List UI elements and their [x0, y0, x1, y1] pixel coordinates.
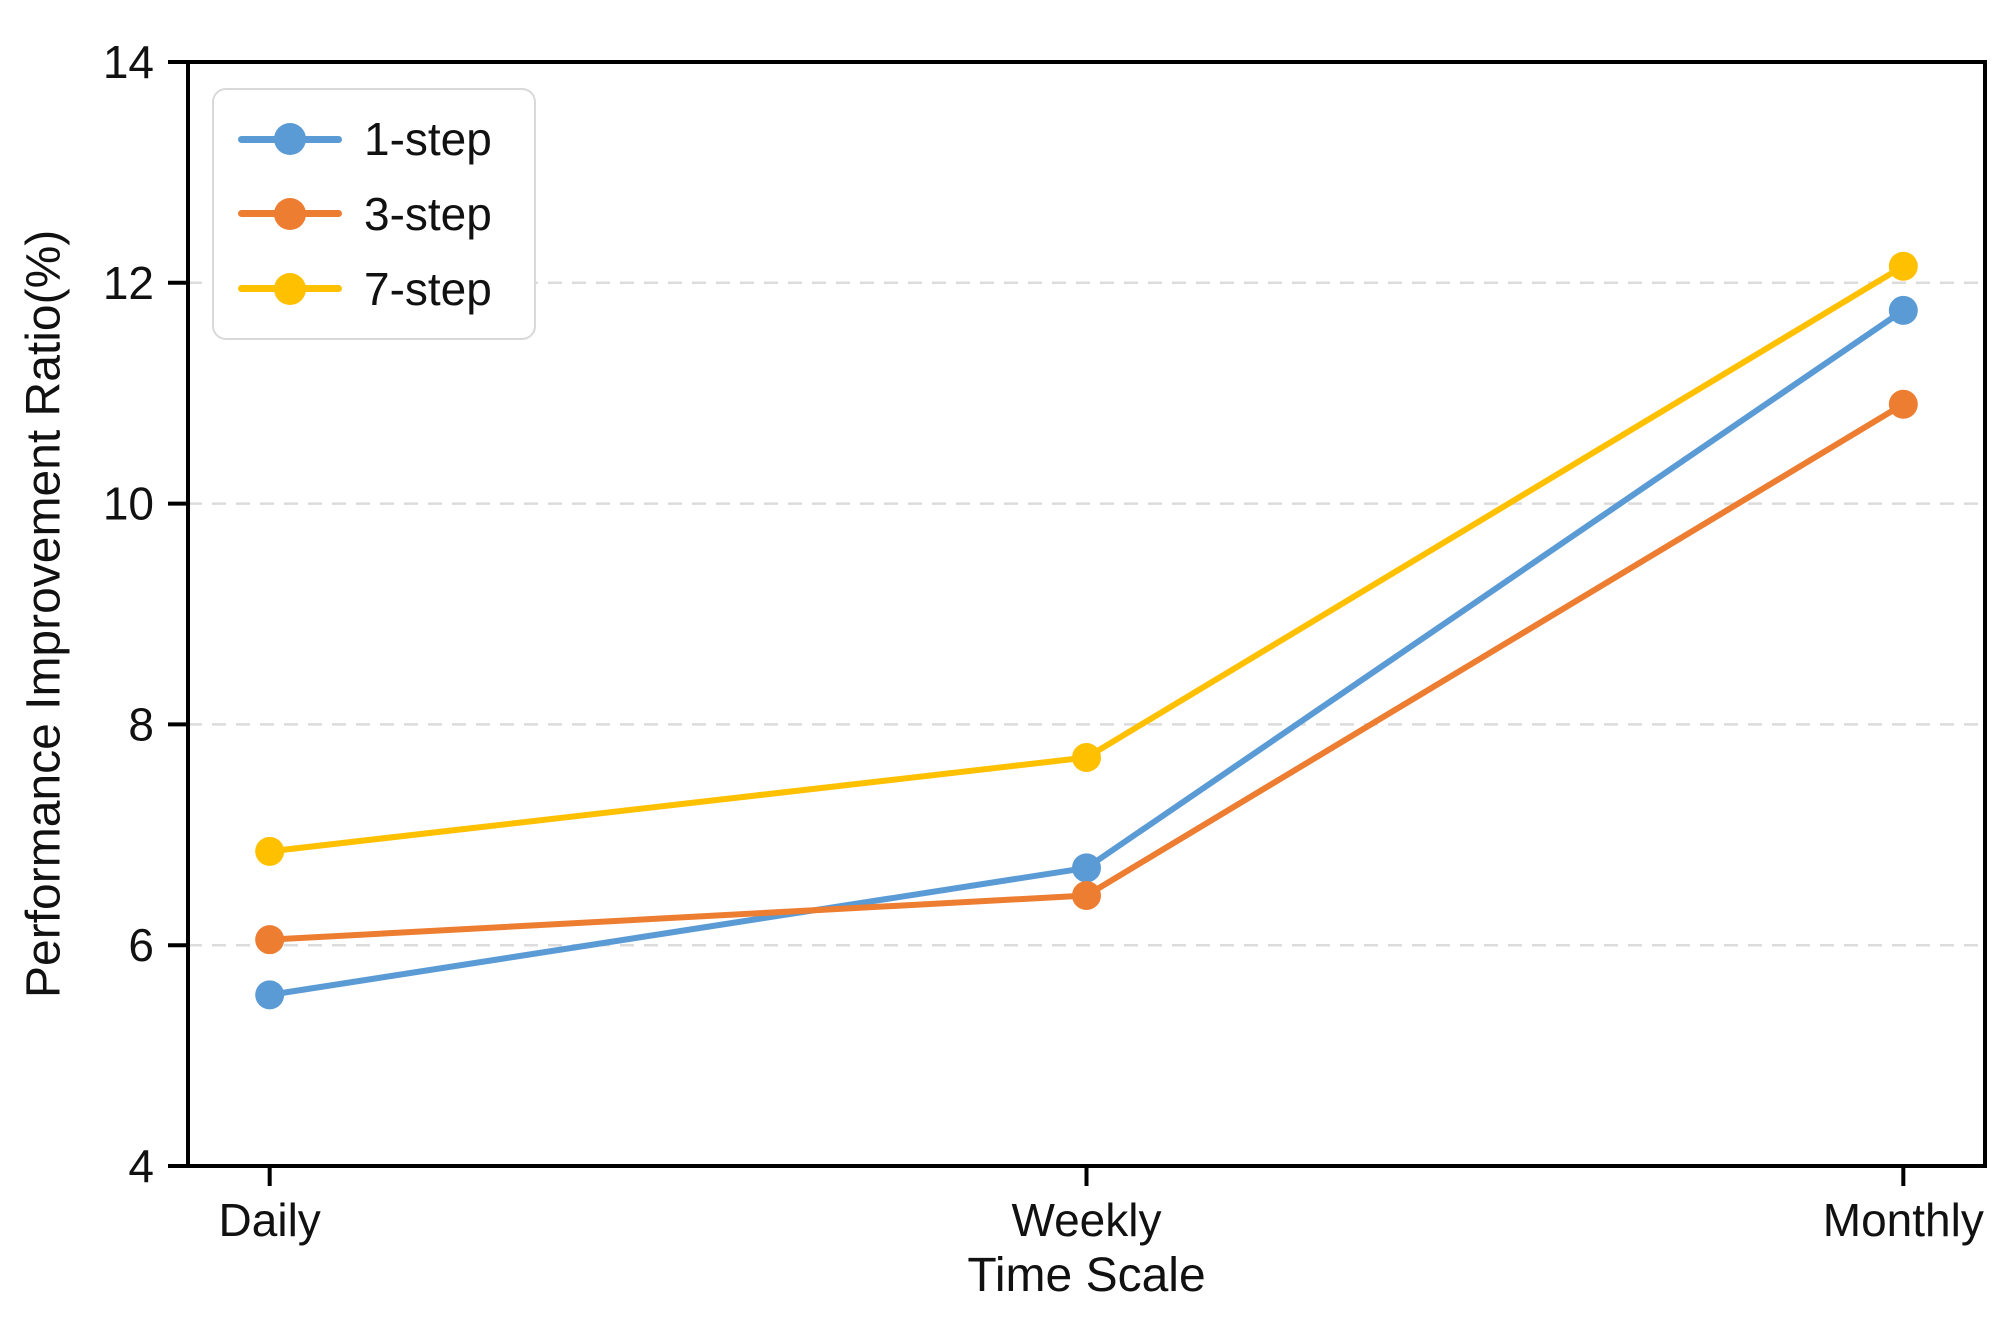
y-axis-title: Performance Improvement Ratio(%)	[17, 229, 71, 999]
data-point-1-step-Weekly	[1072, 853, 1101, 883]
axes-frame	[186, 60, 1987, 1168]
legend-label: 1-step	[364, 113, 492, 166]
legend-label: 7-step	[364, 262, 492, 315]
legend-item-3-step: 3-step	[238, 191, 524, 237]
legend-marker-icon	[238, 272, 342, 306]
data-point-3-step-Monthly	[1888, 389, 1918, 419]
y-tick-label: 6	[128, 919, 154, 971]
data-point-1-step-Daily	[255, 980, 285, 1010]
legend-item-7-step: 7-step	[238, 266, 524, 312]
y-tick-label: 8	[128, 698, 154, 750]
legend-label: 3-step	[364, 187, 492, 240]
x-tick-label: Daily	[219, 1194, 321, 1246]
y-tick-label: 4	[128, 1140, 154, 1192]
data-point-7-step-Daily	[255, 836, 285, 866]
x-axis-title: Time Scale	[967, 1249, 1206, 1302]
legend-item-1-step: 1-step	[238, 116, 524, 162]
data-point-3-step-Daily	[255, 925, 285, 955]
x-tick-label: Monthly	[1823, 1194, 1984, 1246]
legend-marker-icon	[238, 122, 342, 156]
data-point-7-step-Weekly	[1072, 743, 1101, 773]
data-point-7-step-Monthly	[1888, 251, 1918, 281]
x-tick-label: Weekly	[1012, 1194, 1162, 1246]
y-tick-label: 14	[103, 36, 154, 88]
data-point-1-step-Monthly	[1888, 295, 1918, 325]
data-point-3-step-Weekly	[1072, 881, 1101, 911]
legend-marker-icon	[238, 197, 342, 231]
legend: 1-step 3-step 7-step	[212, 88, 536, 340]
y-tick-label: 12	[103, 257, 154, 309]
y-tick-label: 10	[103, 478, 154, 530]
